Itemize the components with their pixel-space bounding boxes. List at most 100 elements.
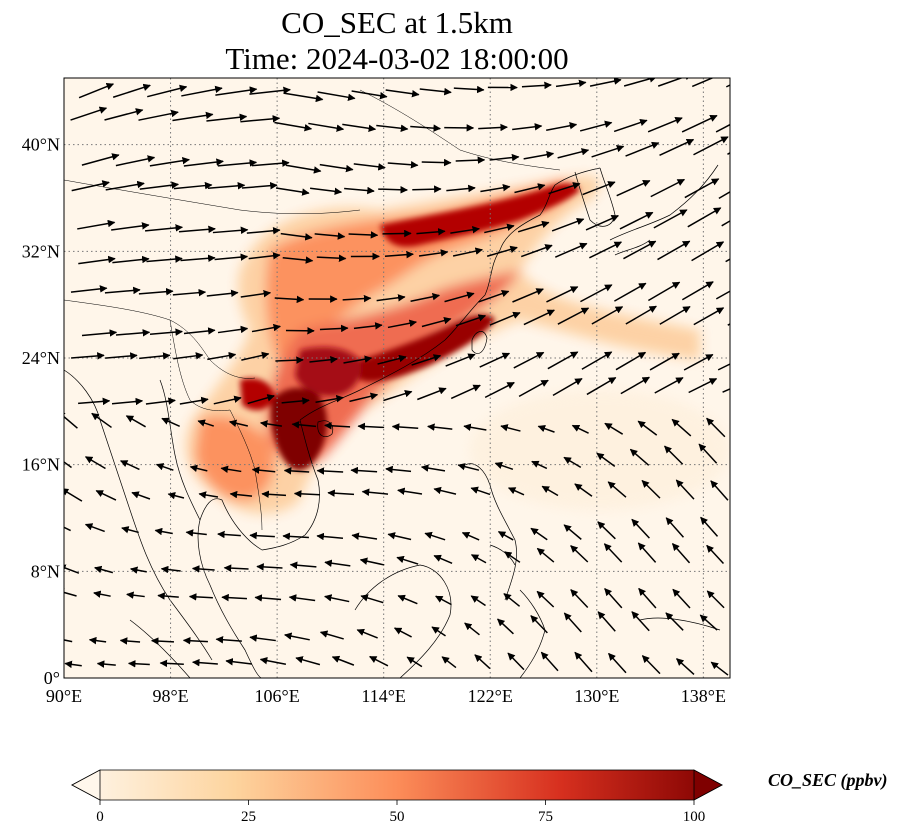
wind-arrow: [283, 92, 324, 103]
wind-arrow: [387, 319, 417, 329]
wind-arrow: [727, 323, 730, 326]
wind-arrow: [444, 291, 475, 303]
colorbar-tick-label: 75: [538, 809, 553, 825]
wind-arrow: [64, 564, 80, 574]
wind-arrow: [603, 543, 623, 563]
longitude-axis: 90°E 98°E 106°E 114°E 122°E 130°E 138°E: [46, 686, 726, 706]
wind-arrow: [615, 351, 647, 371]
wind-arrow: [557, 148, 590, 159]
wind-arrow: [698, 443, 718, 464]
coastlines: [64, 89, 721, 678]
wind-arrow: [450, 226, 480, 234]
wind-arrow: [507, 652, 525, 671]
wind-arrow: [84, 456, 106, 470]
wind-arrow: [497, 618, 514, 635]
wind-arrow: [81, 153, 120, 166]
wind-arrow: [706, 590, 725, 609]
wind-arrow: [215, 86, 258, 96]
wind-arrow: [489, 311, 521, 326]
wind-arrow: [228, 419, 249, 427]
wind-arrow: [710, 480, 729, 501]
wind-arrow: [563, 456, 582, 469]
wind-arrow: [383, 390, 413, 402]
wind-arrow: [167, 492, 185, 500]
wind-arrow: [579, 120, 613, 132]
wind-arrow: [155, 463, 174, 471]
wind-arrow: [189, 464, 208, 473]
wind-arrow: [455, 314, 487, 327]
wind-arrow: [638, 587, 657, 609]
wind-arrow: [693, 307, 725, 326]
wind-arrow: [160, 565, 181, 574]
wind-arrow: [64, 588, 77, 597]
wind-arrow: [207, 351, 237, 361]
wind-arrow: [105, 180, 145, 191]
wind-arrow: [183, 327, 216, 335]
wind-arrow: [78, 255, 116, 265]
title-line-1: CO_SEC at 1.5km: [281, 5, 513, 40]
wind-arrow: [212, 226, 249, 235]
colorbar-label: CO_SEC (ppbv): [768, 770, 888, 790]
wind-arrow: [480, 184, 511, 193]
wind-arrow: [727, 152, 730, 155]
lon-tick-label: 106°E: [255, 686, 300, 706]
wind-arrow: [183, 158, 224, 167]
wind-arrow: [555, 242, 588, 258]
wind-arrow: [540, 651, 559, 672]
wind-arrow: [145, 397, 176, 405]
wind-arrow: [512, 288, 544, 303]
title-line-2: Time: 2024-03-02 18:00:00: [225, 41, 569, 76]
wind-arrow: [411, 354, 442, 366]
wind-arrow: [324, 559, 351, 567]
wind-arrow: [343, 355, 373, 364]
wind-arrow: [693, 136, 729, 156]
wind-arrow: [494, 461, 514, 471]
wind-arrow: [647, 281, 681, 302]
wind-arrow: [699, 614, 718, 631]
wind-arrow: [349, 392, 379, 403]
wind-arrow: [433, 554, 453, 565]
colorbar-tick-label: 0: [96, 809, 104, 825]
wind-arrow: [225, 658, 252, 666]
colorbar-tick-label: 50: [390, 809, 405, 825]
wind-arrow: [281, 397, 310, 405]
wind-arrow: [324, 421, 351, 430]
wind-arrow: [613, 118, 648, 133]
wind-arrow: [514, 183, 546, 194]
wind-arrow: [657, 78, 693, 87]
wind-arrow: [637, 420, 658, 436]
wind-arrow: [647, 116, 683, 133]
wind-arrow: [378, 186, 408, 194]
wind-arrow: [144, 224, 183, 232]
wind-arrow: [104, 286, 141, 295]
wind-arrow: [382, 229, 412, 238]
wind-arrow: [521, 81, 552, 90]
wind-arrow: [64, 639, 73, 643]
wind-arrow: [470, 595, 486, 607]
wind-arrow: [631, 518, 650, 539]
wind-arrow: [548, 182, 581, 195]
wind-arrow: [247, 394, 275, 405]
wind-arrow: [424, 531, 446, 541]
wind-arrow: [172, 111, 214, 122]
wind-arrow: [457, 463, 480, 471]
lon-tick-label: 122°E: [468, 686, 513, 706]
wind-arrow: [319, 324, 349, 333]
wind-arrow: [676, 658, 695, 675]
wind-arrow: [149, 328, 183, 336]
wind-arrow: [416, 228, 446, 236]
wind-arrow: [455, 156, 486, 164]
colorbar: 0 25 50 75 100: [71, 769, 723, 825]
wind-arrow: [580, 284, 613, 303]
wind-arrow: [691, 78, 715, 88]
wind-arrow: [691, 241, 725, 262]
wind-arrow: [725, 84, 730, 88]
lon-tick-label: 138°E: [681, 686, 726, 706]
wind-arrow: [619, 211, 654, 230]
wind-arrow: [623, 78, 658, 87]
wind-arrow: [249, 531, 275, 540]
wind-arrow: [484, 223, 515, 234]
wind-arrow: [240, 115, 281, 123]
map-frame: [63, 77, 731, 679]
